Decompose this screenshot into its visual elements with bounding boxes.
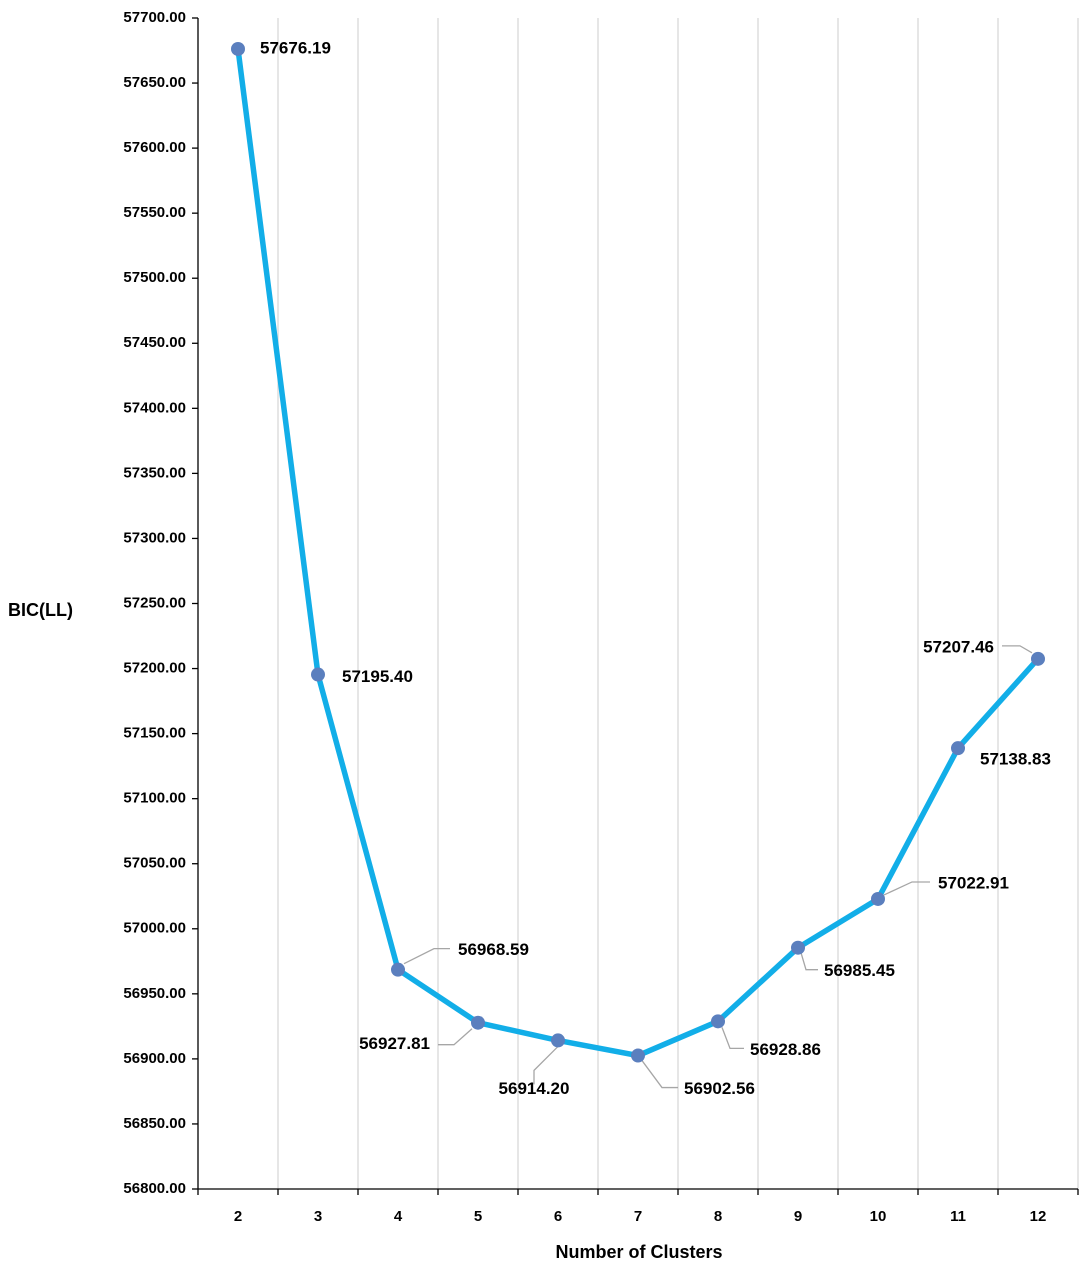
- y-tick-label: 57050.00: [123, 855, 186, 872]
- y-axis-title: BIC(LL): [8, 600, 73, 620]
- x-tick-labels: 2 3 4 5 6 7 8 9 10 11 12: [234, 1208, 1047, 1225]
- x-tick-label: 7: [634, 1208, 642, 1225]
- y-tick-label: 56900.00: [123, 1050, 186, 1067]
- data-point: [631, 1048, 645, 1063]
- data-point-markers: [231, 41, 1045, 1063]
- y-tick-label: 57100.00: [123, 790, 186, 807]
- y-tick-label: 57450.00: [123, 334, 186, 351]
- leader-line: [641, 1060, 678, 1089]
- y-tick-label: 56950.00: [123, 985, 186, 1002]
- leader-line: [438, 1028, 473, 1046]
- x-axis-title: Number of Clusters: [555, 1242, 722, 1262]
- x-tick-label: 8: [714, 1208, 722, 1225]
- y-tick-label: 57150.00: [123, 725, 186, 742]
- data-labels: 57676.19 57195.40 56968.59 56927.81 56914.20…: [260, 38, 1051, 1098]
- leader-line: [1002, 645, 1033, 654]
- leader-line: [883, 881, 930, 896]
- data-point: [231, 41, 245, 56]
- y-tick-label: 57350.00: [123, 464, 186, 481]
- x-tick-label: 5: [474, 1208, 482, 1225]
- grid-lines: [277, 18, 1079, 1189]
- data-label: 56914.20: [499, 1079, 570, 1098]
- data-point: [471, 1015, 485, 1030]
- data-point: [951, 741, 965, 756]
- data-point: [311, 667, 325, 682]
- y-tick-label: 57300.00: [123, 529, 186, 546]
- x-tick-label: 3: [314, 1208, 322, 1225]
- y-tick-label: 57650.00: [123, 74, 186, 91]
- x-tick-label: 12: [1030, 1208, 1047, 1225]
- data-point: [711, 1014, 725, 1029]
- x-tick-label: 11: [950, 1208, 966, 1225]
- data-label: 57676.19: [260, 38, 331, 57]
- data-label: 56985.45: [824, 961, 895, 980]
- y-tick-label: 57000.00: [123, 920, 186, 937]
- data-point: [551, 1033, 565, 1048]
- x-tick-label: 4: [394, 1208, 403, 1225]
- y-tick-label: 57400.00: [123, 399, 186, 416]
- data-point: [871, 891, 885, 906]
- leader-line: [721, 1027, 744, 1049]
- data-label: 57195.40: [342, 667, 413, 686]
- x-tick-label: 10: [870, 1208, 887, 1225]
- label-leader-lines: [403, 645, 1033, 1089]
- leader-line: [800, 952, 818, 971]
- y-tick-label: 57550.00: [123, 204, 186, 221]
- data-point: [391, 962, 405, 977]
- data-point: [1031, 651, 1045, 666]
- leader-line: [533, 1045, 559, 1085]
- y-tick-labels: 56800.00 56850.00 56900.00 56950.00 57000.00…: [123, 9, 186, 1197]
- data-label: 56927.81: [359, 1034, 430, 1053]
- x-tick-label: 6: [554, 1208, 562, 1225]
- leader-line: [403, 947, 450, 965]
- y-tick-label: 56850.00: [123, 1115, 186, 1132]
- y-tick-label: 57500.00: [123, 269, 186, 286]
- axes: [192, 17, 1079, 1195]
- data-label: 57207.46: [923, 637, 994, 656]
- data-label: 56902.56: [684, 1079, 755, 1098]
- y-tick-label: 56800.00: [123, 1180, 186, 1197]
- y-tick-label: 57250.00: [123, 594, 186, 611]
- y-tick-label: 57700.00: [123, 9, 186, 26]
- y-tick-label: 57600.00: [123, 139, 186, 156]
- data-label: 57138.83: [980, 750, 1051, 769]
- data-point: [791, 940, 805, 955]
- data-label: 56968.59: [458, 940, 529, 959]
- data-label: 57022.91: [938, 873, 1009, 892]
- x-tick-label: 2: [234, 1208, 242, 1225]
- x-tick-label: 9: [794, 1208, 802, 1225]
- y-tick-label: 57200.00: [123, 660, 186, 677]
- data-label: 56928.86: [750, 1040, 821, 1059]
